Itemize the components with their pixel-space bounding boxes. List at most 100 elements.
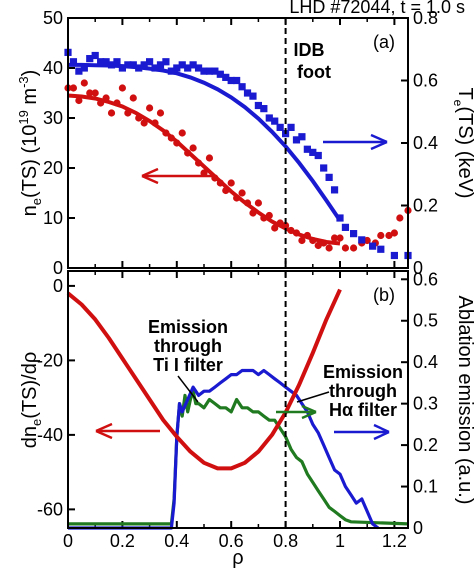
- te-data-point: [341, 223, 350, 231]
- te-data-point: [227, 76, 235, 85]
- panel-a-right-axis-label: Te(TS) (keV): [451, 87, 474, 198]
- te-data-point: [390, 251, 398, 260]
- te-data-point: [86, 55, 94, 63]
- te-data-point: [276, 123, 284, 131]
- panel-b-label: (b): [373, 285, 395, 305]
- ne-data-point: [173, 139, 181, 147]
- ne-data-point: [260, 214, 268, 222]
- figure-title: LHD #72044, t = 1.0 s: [289, 0, 465, 17]
- ti-annotation-line-1: Emission: [148, 317, 228, 337]
- ne-data-point: [118, 84, 126, 92]
- ne-data-point: [135, 114, 143, 122]
- te-data-point: [292, 136, 301, 144]
- ne-data-point: [325, 244, 333, 252]
- panel-b-lines: [66, 288, 409, 530]
- panel-a-annotation-idb: IDB: [294, 40, 325, 60]
- ne-data-point: [211, 174, 219, 182]
- series-line-gradient: [66, 288, 342, 471]
- ne-data-point: [140, 119, 148, 127]
- ne-data-point: [243, 199, 252, 207]
- te-data-point: [249, 92, 257, 100]
- te-data-point: [243, 89, 252, 97]
- te-data-point: [146, 58, 154, 66]
- ne-data-point: [146, 104, 154, 112]
- ne-data-point: [396, 214, 404, 222]
- ne-data-point: [363, 236, 371, 245]
- x-tick-label: 1: [335, 531, 345, 551]
- ha-annotation-pointer: [296, 391, 330, 403]
- te-data-point: [194, 64, 203, 72]
- ne-data-point: [129, 94, 137, 102]
- left-tick-label: 50: [43, 8, 63, 28]
- x-tick-label: 0.2: [110, 531, 135, 551]
- te-data-point: [205, 67, 214, 75]
- panel-a-frame: [67, 17, 409, 269]
- te-data-point: [222, 73, 230, 81]
- te-data-point: [336, 214, 344, 222]
- right-tick-label: 0.6: [413, 71, 438, 91]
- te-data-point: [107, 61, 116, 69]
- panel-b-left-tick-labels: 0 -20 -40 -60: [37, 276, 63, 519]
- panel-b-x-tick-labels: 0 0.2 0.4 0.6 0.8 1 1.2: [63, 531, 407, 551]
- ne-data-point: [303, 231, 311, 240]
- te-data-point: [303, 145, 311, 153]
- x-tick-label: 1.2: [382, 531, 407, 551]
- panel-b-annotation-ha: Emission through Hα filter: [296, 362, 403, 420]
- panel-b-annotation-ti: Emission through Ti I filter: [148, 317, 228, 403]
- left-tick-label: 20: [43, 158, 63, 178]
- panel-a-left-tick-labels: 0 10 20 30 40 50: [43, 8, 63, 278]
- panel-b-arrow-ti-head: [301, 404, 317, 420]
- ne-data-point: [107, 109, 116, 117]
- te-data-point: [97, 58, 105, 66]
- ti-annotation-pointer: [177, 375, 199, 403]
- ne-data-point: [184, 149, 192, 157]
- ne-data-point: [75, 96, 83, 105]
- te-data-point: [178, 61, 186, 69]
- x-tick-label: 0: [63, 531, 73, 551]
- right-tick-label: 0.2: [413, 196, 438, 216]
- te-data-point: [135, 64, 143, 72]
- te-data-point: [200, 67, 208, 75]
- te-data-point: [358, 236, 366, 244]
- panel-a-arrow-ne-head: [141, 167, 159, 185]
- ne-data-point: [69, 84, 78, 92]
- ha-annotation-line-3: Hα filter: [329, 400, 397, 420]
- ne-data-point: [292, 229, 301, 237]
- left-tick-label: -60: [37, 499, 63, 519]
- right-tick-label: 0.8: [413, 8, 438, 28]
- te-data-point: [238, 83, 246, 91]
- ne-data-point: [151, 119, 159, 127]
- ti-annotation-line-2: through: [154, 336, 222, 356]
- panel-a-left-axis-label: ne(TS) (1019 m-3): [16, 70, 44, 217]
- ne-data-point: [249, 209, 257, 217]
- ne-data-point: [156, 109, 165, 117]
- ne-data-point: [287, 226, 295, 235]
- left-tick-label: 0: [53, 258, 63, 278]
- ne-data-point: [314, 241, 322, 250]
- x-axis-label: ρ: [232, 547, 243, 569]
- right-tick-label: 0.6: [413, 269, 438, 289]
- te-data-point: [184, 64, 192, 72]
- te-data-point: [173, 64, 181, 72]
- right-tick-label: 0.4: [413, 133, 438, 153]
- panel-a-label: (a): [373, 32, 395, 52]
- panel-b-frame: [67, 270, 409, 529]
- te-data-point: [124, 61, 132, 69]
- ne-data-point: [80, 79, 88, 87]
- te-data-point: [80, 64, 88, 72]
- ne-data-point: [91, 89, 99, 97]
- ne-data-point: [238, 189, 246, 197]
- left-tick-label: 40: [43, 58, 63, 78]
- ne-data-point: [102, 94, 110, 102]
- te-data-point: [260, 105, 268, 113]
- ne-data-point: [350, 244, 358, 252]
- te-data-point: [287, 123, 295, 131]
- ne-data-point: [124, 109, 132, 117]
- panel-b-right-axis-label: Ablation emission (a.u.): [454, 296, 474, 505]
- right-tick-label: 0.5: [413, 311, 438, 331]
- te-data-point: [377, 245, 385, 253]
- te-data-point: [265, 114, 273, 122]
- ne-data-point: [254, 199, 262, 207]
- ne-data-point: [233, 194, 241, 202]
